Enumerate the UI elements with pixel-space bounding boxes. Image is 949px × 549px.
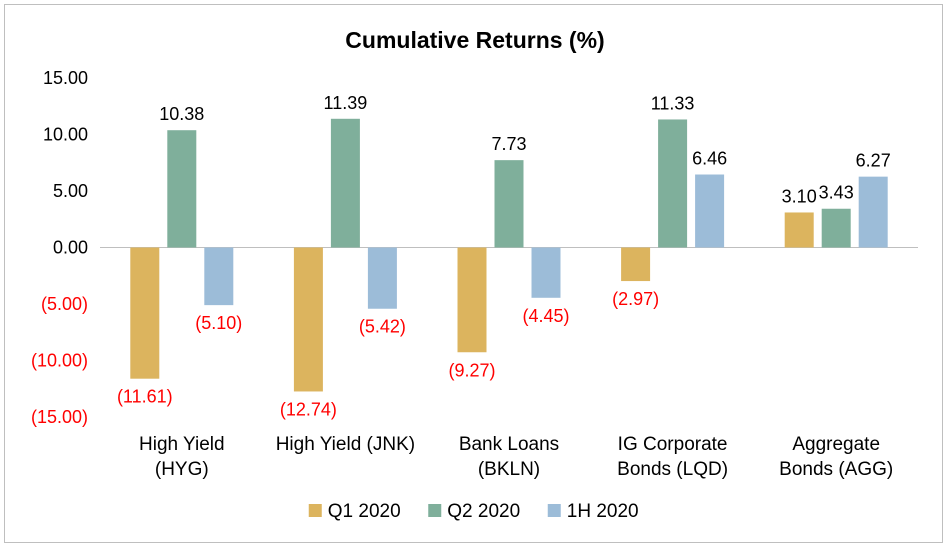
data-label: 11.33: [651, 93, 695, 113]
data-label: 3.43: [819, 183, 854, 203]
data-label: 3.10: [782, 186, 817, 206]
bar: [457, 247, 487, 353]
category-label: Bank Loans: [459, 434, 559, 455]
bar: [167, 130, 197, 248]
data-label: (9.27): [448, 360, 495, 380]
legend-swatch: [547, 504, 561, 517]
legend-label: 1H 2020: [567, 501, 639, 522]
data-label: (11.61): [117, 387, 173, 407]
legend-swatch: [308, 504, 322, 517]
bar: [621, 247, 651, 282]
category-label: IG Corporate: [618, 434, 728, 455]
bar: [204, 247, 234, 306]
data-label: (2.97): [612, 289, 659, 309]
y-tick-label: 5.00: [53, 181, 88, 201]
bar: [293, 247, 323, 392]
y-tick-label: (5.00): [41, 294, 88, 314]
y-tick-label: (10.00): [31, 351, 88, 371]
y-tick-label: 10.00: [43, 125, 88, 145]
category-label: Bonds (LQD): [617, 459, 728, 480]
bar: [784, 212, 814, 248]
category-label: Bonds (AGG): [779, 459, 893, 480]
y-tick-label: 0.00: [53, 238, 88, 258]
bar: [531, 247, 561, 298]
bar: [367, 247, 397, 309]
data-label: (12.74): [280, 399, 337, 419]
bar: [330, 118, 360, 248]
legend-swatch: [428, 504, 442, 517]
bar: [695, 174, 725, 248]
category-label: Aggregate: [792, 434, 880, 455]
category-label: (BKLN): [478, 459, 540, 480]
bar: [494, 160, 524, 248]
bar: [658, 119, 688, 248]
chart-title: Cumulative Returns (%): [345, 27, 604, 53]
data-label: 6.27: [856, 151, 891, 171]
category-label: High Yield: [139, 434, 225, 455]
data-label: 10.38: [159, 104, 204, 124]
data-label: 6.46: [692, 149, 727, 169]
data-label: (5.10): [195, 313, 242, 333]
data-label: 11.39: [324, 93, 368, 113]
data-label: 7.73: [491, 134, 526, 154]
legend-label: Q2 2020: [447, 501, 520, 522]
bar: [130, 247, 160, 379]
bar: [858, 176, 888, 248]
data-label: (4.45): [522, 306, 569, 326]
y-tick-label: 15.00: [43, 68, 88, 88]
bar: [821, 208, 851, 248]
data-label: (5.42): [359, 317, 406, 337]
legend-label: Q1 2020: [328, 501, 401, 522]
category-label: (HYG): [155, 459, 209, 480]
y-tick-label: (15.00): [31, 407, 88, 427]
category-label: High Yield (JNK): [276, 434, 415, 455]
